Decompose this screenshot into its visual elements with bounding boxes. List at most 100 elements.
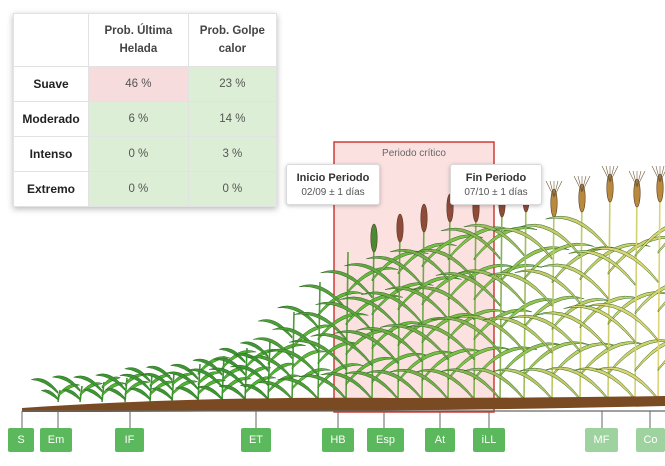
stage-button-co[interactable]: Co [636, 428, 665, 452]
soil-strip [22, 396, 665, 412]
plant-leaf [150, 387, 173, 401]
plant-stem [397, 221, 401, 403]
wheat-awn [659, 165, 665, 183]
stage-button-s[interactable]: S [8, 428, 34, 452]
plant-leaf [219, 347, 246, 364]
period-end-tooltip: Fin Periodo 07/10 ± 1 días [450, 164, 542, 205]
plant-leaf [634, 285, 665, 315]
plant-leaf [366, 256, 423, 287]
plant-leaf [267, 348, 319, 377]
plant-leaf [499, 246, 570, 284]
plant-leaf [277, 377, 319, 401]
wheat-ear [396, 213, 404, 243]
plant-leaf [52, 375, 81, 393]
plant-leaf [573, 367, 636, 401]
plant-leaf [315, 301, 373, 333]
plant-leaf [458, 269, 525, 305]
table-row: Suave 46 % 23 % [13, 66, 278, 102]
wheat-awn [636, 170, 646, 188]
plant-leaf [298, 284, 347, 311]
row-label: Intenso [13, 136, 89, 172]
stage-button-et[interactable]: ET [241, 428, 271, 452]
plant-leaf [563, 305, 636, 344]
plant-leaf [61, 389, 81, 401]
period-start-date: 02/09 ± 1 días [301, 187, 365, 198]
table-corner [13, 13, 89, 67]
frost-probability-cell: 46 % [88, 66, 189, 102]
plant-leaf [31, 378, 59, 395]
plant-leaf [40, 389, 59, 401]
plant-leaf [192, 358, 223, 377]
table-row: Intenso 0 % 3 % [13, 136, 278, 172]
plant-leaf [379, 324, 449, 361]
period-start-title: Inicio Periodo [296, 172, 370, 184]
wheat-awn [636, 170, 642, 188]
critical-period-label: Periodo crítico [382, 148, 446, 159]
heat-probability-cell: 3 % [187, 136, 278, 172]
plant-leaf [523, 295, 585, 329]
plant-leaf [473, 308, 533, 341]
wheat-awn [605, 165, 611, 183]
plant-leaf [421, 234, 483, 268]
heat-probability-cell: 14 % [187, 101, 278, 137]
stage-button-hb[interactable]: HB [322, 428, 354, 452]
plant-leaf [473, 226, 538, 261]
plant-leaf [170, 363, 199, 381]
plant-leaf [197, 385, 223, 401]
stage-button-if[interactable]: IF [115, 428, 144, 452]
plant-leaf [317, 312, 369, 341]
plant-leaf [492, 368, 553, 401]
row-label: Extremo [13, 171, 89, 207]
wheat-awn [628, 170, 638, 188]
row-label: Suave [13, 66, 89, 102]
stage-button-esp[interactable]: Esp [367, 428, 404, 452]
stage-button-ill[interactable]: iLL [473, 428, 505, 452]
wheat-awn [601, 165, 611, 183]
plant-leaf [473, 346, 538, 381]
plant-leaf [141, 372, 173, 392]
plant-leaf [165, 371, 199, 391]
stage-button-mf[interactable]: MF [585, 428, 618, 452]
frost-probability-cell: 0 % [88, 171, 189, 207]
stage-button-em[interactable]: Em [40, 428, 72, 452]
heat-probability-header: Prob. Golpe calor [187, 13, 278, 67]
plant-leaf [430, 316, 501, 354]
plant-leaf [95, 373, 126, 392]
wheat-awn [553, 180, 563, 198]
plant-leaf [482, 316, 553, 354]
plant-leaf [453, 314, 525, 353]
plant-leaf [248, 355, 293, 381]
plant-leaf [535, 311, 609, 351]
timeline-ticks [21, 411, 651, 428]
plant-leaf [415, 368, 475, 401]
plant-leaf [607, 339, 665, 376]
plant-leaf [657, 242, 665, 255]
wheat-awn [545, 180, 555, 198]
plant-leaf [73, 375, 103, 393]
wheat-awn [655, 165, 661, 183]
frost-probability-cell: 6 % [88, 101, 189, 137]
period-end-date: 07/10 ± 1 días [464, 187, 528, 198]
plant-leaf [519, 223, 581, 257]
plant-leaf [293, 311, 347, 341]
plant-leaf [405, 324, 475, 361]
plant-leaf [440, 368, 501, 401]
plant-leaf [435, 272, 501, 307]
plant-leaf [240, 384, 269, 401]
row-label: Moderado [13, 101, 89, 137]
stage-button-at[interactable]: At [425, 428, 455, 452]
plant-leaf [545, 366, 609, 401]
plant-leaf [291, 350, 326, 370]
wheat-awn [573, 175, 583, 193]
plant-leaf [230, 364, 269, 387]
plant-leaf [509, 314, 581, 353]
plant-leaf [568, 250, 636, 287]
plant-leaf [514, 269, 581, 305]
plant-leaf [657, 359, 665, 372]
plant-leaf [317, 341, 359, 365]
plant-stem [371, 231, 375, 403]
plant-leaf [57, 383, 81, 398]
plant-leaf [128, 387, 151, 401]
plant-leaf [339, 296, 399, 329]
plant-leaf [523, 242, 595, 281]
